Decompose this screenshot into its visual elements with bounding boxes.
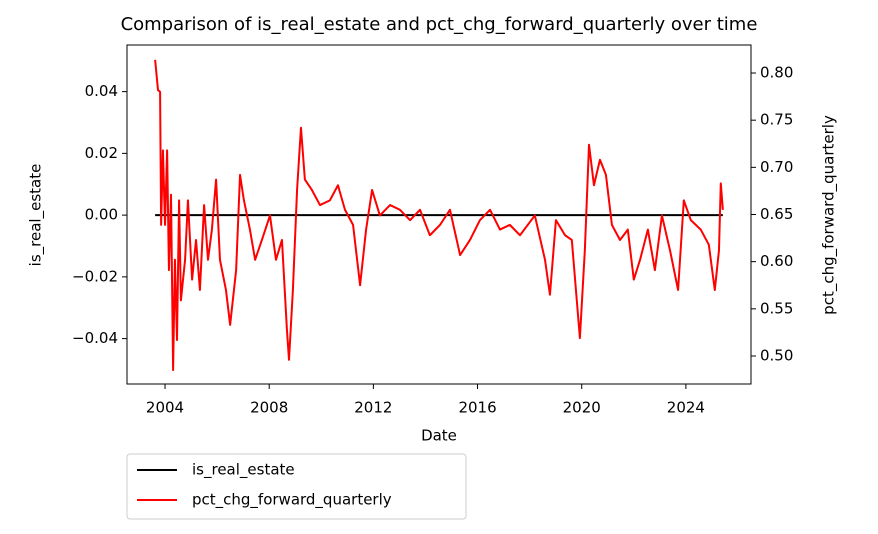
y-tick-label: 0.02 [85,144,118,162]
legend-label: pct_chg_forward_quarterly [192,491,392,510]
x-tick-label: 2008 [250,399,288,417]
x-tick-label: 2024 [667,399,705,417]
y2-tick-label: 0.55 [760,299,793,317]
plot-frame [126,44,752,385]
legend-box [126,453,467,520]
series-line [154,59,724,372]
x-tick-label: 2004 [146,399,184,417]
y2-axis-label: pct_chg_forward_quarterly [820,115,839,315]
y-tick-label: −0.02 [72,267,118,285]
y2-tick-label: 0.50 [760,346,793,364]
x-tick-label: 2016 [458,399,496,417]
y-axis-label: is_real_estate [27,164,46,267]
x-tick-label: 2020 [563,399,601,417]
y2-tick-label: 0.65 [760,205,793,223]
y-tick-label: 0.00 [85,206,118,224]
y2-tick-label: 0.60 [760,252,793,270]
x-axis-label: Date [421,427,457,445]
x-tick-label: 2012 [354,399,392,417]
legend-label: is_real_estate [192,461,295,480]
y2-tick-label: 0.80 [760,64,793,82]
y2-tick-label: 0.75 [760,111,793,129]
y2-tick-label: 0.70 [760,158,793,176]
y-tick-label: −0.04 [72,329,118,347]
y-tick-label: 0.04 [85,82,118,100]
chart-title: Comparison of is_real_estate and pct_chg… [121,14,758,35]
